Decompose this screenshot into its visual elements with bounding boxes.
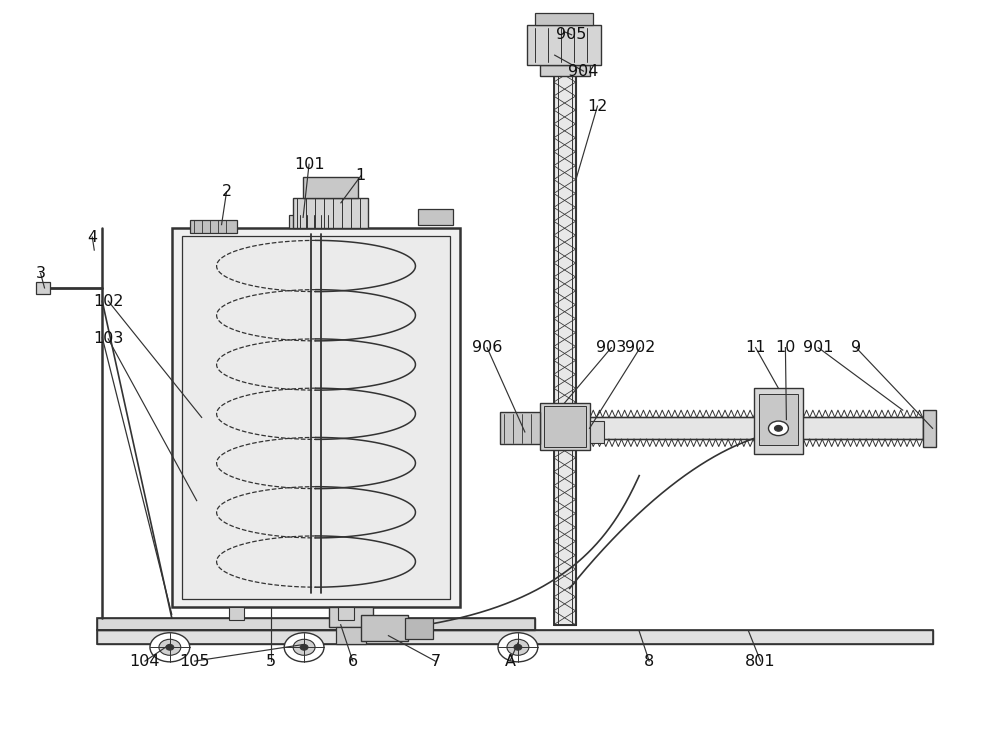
Bar	[578, 417, 923, 439]
Bar	[527, 25, 601, 65]
Text: 902: 902	[625, 340, 655, 355]
Text: 903: 903	[596, 340, 627, 355]
Text: 7: 7	[430, 654, 440, 668]
Circle shape	[166, 644, 174, 650]
Bar	[418, 210, 453, 225]
Bar	[229, 606, 244, 619]
Bar	[190, 220, 237, 232]
Bar	[500, 412, 540, 444]
Bar	[754, 388, 803, 454]
Bar	[97, 618, 535, 630]
Text: 5: 5	[266, 654, 276, 668]
Circle shape	[507, 639, 529, 655]
Bar	[289, 216, 333, 228]
Circle shape	[498, 633, 538, 662]
Text: 905: 905	[556, 27, 587, 43]
Text: 4: 4	[87, 229, 97, 245]
Circle shape	[514, 644, 522, 650]
Text: 906: 906	[472, 340, 502, 355]
Text: 102: 102	[93, 293, 123, 309]
Circle shape	[769, 421, 788, 435]
Text: 3: 3	[36, 266, 46, 281]
Text: 904: 904	[568, 64, 599, 78]
Bar	[566, 412, 578, 445]
Text: 1: 1	[356, 169, 366, 183]
Bar	[544, 406, 586, 447]
Bar	[182, 235, 450, 600]
Circle shape	[284, 633, 324, 662]
Bar	[36, 282, 50, 294]
Text: A: A	[504, 654, 515, 668]
Bar	[338, 606, 354, 619]
Text: 9: 9	[851, 340, 861, 355]
Text: 12: 12	[587, 98, 608, 114]
Bar	[361, 615, 408, 641]
Bar	[923, 410, 936, 446]
Text: 103: 103	[93, 331, 123, 347]
Circle shape	[150, 633, 190, 662]
Bar	[405, 618, 433, 638]
Bar	[97, 618, 535, 630]
Circle shape	[293, 639, 315, 655]
Bar	[336, 627, 366, 644]
Bar	[540, 65, 590, 75]
Text: 105: 105	[179, 654, 210, 668]
Circle shape	[774, 425, 782, 431]
Text: 801: 801	[745, 654, 776, 668]
Bar	[540, 403, 590, 450]
Text: 101: 101	[294, 157, 324, 172]
Bar	[329, 606, 373, 627]
Bar	[303, 177, 358, 198]
Text: 8: 8	[644, 654, 654, 668]
Bar	[554, 68, 576, 625]
Bar	[590, 421, 604, 443]
Bar	[554, 68, 576, 625]
Text: 901: 901	[803, 340, 833, 355]
Bar	[578, 417, 923, 439]
Circle shape	[159, 639, 181, 655]
Bar	[97, 630, 933, 644]
Text: 6: 6	[348, 654, 358, 668]
Bar	[535, 13, 593, 25]
Text: 11: 11	[745, 340, 766, 355]
Text: 2: 2	[221, 185, 232, 199]
Bar	[293, 198, 368, 228]
Text: 10: 10	[775, 340, 796, 355]
Bar	[172, 228, 460, 606]
Text: 104: 104	[130, 654, 160, 668]
Bar	[97, 630, 933, 644]
Circle shape	[300, 644, 308, 650]
Bar	[759, 394, 798, 445]
